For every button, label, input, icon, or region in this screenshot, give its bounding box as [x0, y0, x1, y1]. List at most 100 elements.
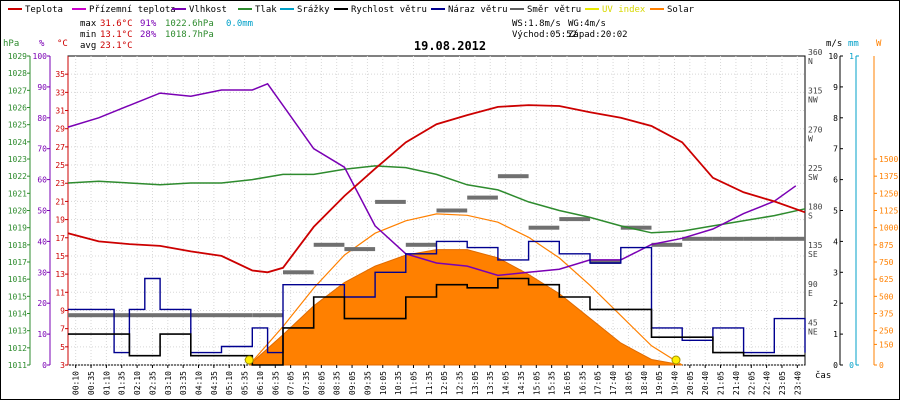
temp-axis-tick-label: 31	[55, 107, 65, 116]
hpa-axis-tick-label: 1016	[8, 275, 27, 284]
x-tick-label: 12:05	[440, 371, 449, 395]
wind-direction-mark	[774, 236, 805, 241]
w-axis-tick-label: 625	[879, 275, 894, 284]
hpa-axis-tick-label: 1015	[8, 292, 27, 301]
solar-area	[248, 249, 683, 366]
legend-label-wind-gust: Náraz větru	[448, 5, 508, 15]
chart-title: 19.08.2012	[414, 39, 486, 53]
legend-label-pressure: Tlak	[255, 5, 277, 15]
wind-direction-mark	[682, 236, 713, 241]
stat-max-hum: 91%	[140, 19, 157, 29]
x-tick-label: 04:10	[195, 371, 204, 395]
w-axis-tick-label: 1500	[879, 155, 898, 164]
wind-direction-mark	[743, 236, 775, 241]
hpa-axis-tick-label: 1012	[8, 344, 27, 353]
hpa-axis-tick-label: 1025	[8, 121, 27, 130]
ms-axis-tick-label: 10	[828, 52, 838, 61]
x-tick-label: 14:35	[517, 371, 526, 395]
temp-axis-tick-label: 9	[60, 306, 65, 315]
stat-min-hum: 28%	[140, 30, 157, 40]
dir-axis-tick-label: 180	[808, 203, 823, 212]
stat-ws: WS:1.8m/s	[512, 19, 561, 29]
dir-axis-tick-label: 360	[808, 48, 823, 57]
x-tick-label: 21:40	[732, 371, 741, 395]
wind-direction-mark	[712, 236, 744, 241]
x-tick-label: 17:40	[609, 371, 618, 395]
hpa-axis-tick-label: 1029	[8, 52, 27, 61]
x-tick-label: 18:05	[624, 371, 633, 395]
stat-max-label: max	[80, 19, 97, 29]
ms-axis-tick-label: 6	[833, 176, 838, 185]
wind-direction-mark	[467, 195, 498, 200]
x-tick-label: 23:05	[778, 371, 787, 395]
temp-axis-tick-label: 35	[55, 70, 65, 79]
x-tick-label: 16:05	[563, 371, 572, 395]
x-tick-label: 07:05	[287, 371, 296, 395]
wind-direction-mark	[344, 247, 376, 252]
mm-axis-tick-label: 0	[849, 361, 854, 370]
wind-direction-mark	[313, 242, 345, 247]
dir-axis-compass-label: W	[808, 134, 813, 143]
axis-unit-ms: m/s	[826, 39, 842, 49]
axis-unit-pct: %	[39, 39, 45, 49]
legend-label-solar: Solar	[667, 5, 695, 15]
uv-marker	[244, 355, 254, 365]
pressure-line	[67, 165, 806, 234]
pct-axis-tick-label: 60	[37, 176, 47, 185]
hpa-axis-tick-label: 1023	[8, 155, 27, 164]
wind-direction-mark	[129, 313, 191, 318]
hpa-axis-tick-label: 1024	[8, 138, 27, 147]
x-tick-label: 19:05	[655, 371, 664, 395]
legend-label-uv: UV index	[602, 5, 646, 15]
dir-axis-compass-label: SE	[808, 250, 818, 259]
x-tick-label: 02:10	[133, 371, 142, 395]
temp-axis-tick-label: 17	[55, 234, 65, 243]
temperature-line	[67, 104, 806, 274]
x-tick-label: 22:40	[763, 371, 772, 395]
x-tick-label: 03:35	[179, 371, 188, 395]
ms-axis-tick-label: 4	[833, 237, 838, 246]
pct-axis-tick-label: 100	[33, 52, 48, 61]
hpa-axis-tick-label: 1020	[8, 207, 27, 216]
temp-axis-tick-label: 29	[55, 125, 65, 134]
x-tick-label: 04:35	[210, 371, 219, 395]
axis-unit-hpa: hPa	[3, 39, 19, 49]
pct-axis-tick-label: 0	[42, 361, 47, 370]
hpa-axis-tick-label: 1017	[8, 258, 27, 267]
x-tick-label: 09:35	[363, 371, 372, 395]
x-tick-label: 05:35	[241, 371, 250, 395]
dir-axis-compass-label: SW	[808, 173, 818, 182]
w-axis-tick-label: 150	[879, 340, 894, 349]
dir-axis-compass-label: S	[808, 212, 813, 221]
x-tick-label: 00:10	[72, 371, 81, 395]
x-tick-label: 11:35	[425, 371, 434, 395]
axis-unit-w: W	[876, 39, 882, 49]
hpa-axis-tick-label: 1018	[8, 241, 27, 250]
temp-axis-tick-label: 33	[55, 88, 65, 97]
temp-axis-tick-label: 19	[55, 216, 65, 225]
hpa-axis-tick-label: 1026	[8, 104, 27, 113]
x-tick-label: 22:05	[747, 371, 756, 395]
pct-axis-tick-label: 70	[37, 145, 47, 154]
legend-label-rain: Srážky	[297, 5, 330, 15]
temp-axis-tick-label: 25	[55, 161, 65, 170]
x-tick-label: 21:05	[717, 371, 726, 395]
x-tick-label: 19:40	[670, 371, 679, 395]
axis-units: hPa % °C m/s mm W	[3, 39, 882, 49]
x-tick-label: 06:10	[256, 371, 265, 395]
dir-axis-tick-label: 225	[808, 164, 823, 173]
x-tick-label: 02:35	[148, 371, 157, 395]
axes: 1011101210131014101510161017101810191020…	[8, 48, 899, 370]
pct-axis-tick-label: 30	[37, 268, 47, 277]
w-axis-tick-label: 1250	[879, 189, 898, 198]
stat-min-temp: 13.1°C	[100, 30, 133, 40]
w-axis-tick-label: 1375	[879, 172, 898, 181]
x-tick-label: 13:35	[486, 371, 495, 395]
wind-direction-mark	[252, 313, 283, 318]
x-tick-label: 07:35	[302, 371, 311, 395]
hpa-axis-tick-label: 1013	[8, 327, 27, 336]
x-tick-label: 13:05	[471, 371, 480, 395]
hpa-axis-tick-label: 1021	[8, 189, 27, 198]
stat-max-press: 1022.6hPa	[165, 19, 214, 29]
temp-axis-tick-label: 7	[60, 325, 65, 334]
